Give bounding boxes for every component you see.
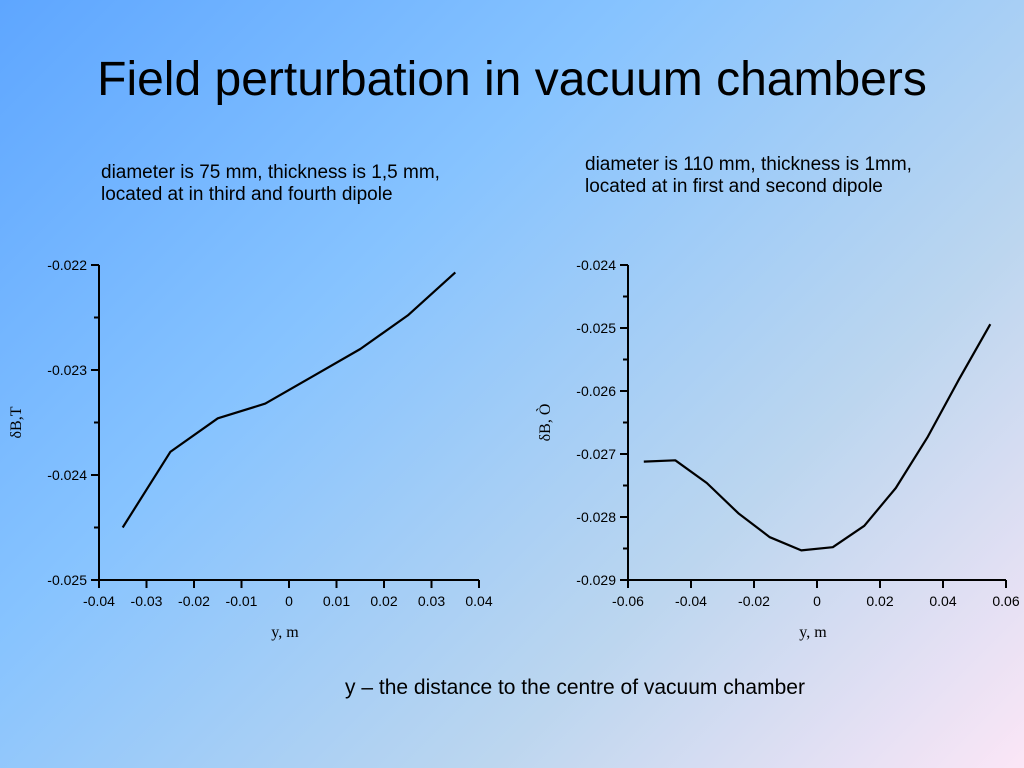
y-tick-label: -0.022 <box>47 257 87 273</box>
y-tick-label: -0.025 <box>576 320 616 336</box>
x-tick-label: 0.03 <box>418 593 445 609</box>
caption-right-line2: located at in first and second dipole <box>585 176 883 197</box>
caption-left-line1: diameter is 75 mm, thickness is 1,5 mm, <box>101 162 440 183</box>
slide-title: Field perturbation in vacuum chambers <box>97 53 927 106</box>
x-tick-label: -0.04 <box>675 593 707 609</box>
caption-left-line2: located at in third and fourth dipole <box>101 184 393 205</box>
y-tick-label: -0.025 <box>47 572 87 588</box>
y-tick-label: -0.027 <box>576 446 616 462</box>
x-axis-label: y, m <box>271 624 299 641</box>
series-line <box>121 271 457 529</box>
x-tick-label: 0.04 <box>465 593 492 609</box>
y-tick-label: -0.023 <box>47 362 87 378</box>
x-tick-label: -0.02 <box>178 593 210 609</box>
x-tick-label: 0.02 <box>866 593 893 609</box>
footer-note: y – the distance to the centre of vacuum… <box>345 676 805 699</box>
x-tick-label: 0.01 <box>323 593 350 609</box>
y-tick-label: -0.029 <box>576 572 616 588</box>
y-tick-label: -0.028 <box>576 509 616 525</box>
y-tick-label: -0.026 <box>576 383 616 399</box>
x-tick-label: 0.04 <box>929 593 956 609</box>
x-tick-label: -0.02 <box>738 593 770 609</box>
chart-caption-left: diameter is 75 mm, thickness is 1,5 mm, … <box>101 162 440 206</box>
x-tick-label: -0.03 <box>131 593 163 609</box>
y-tick-label: -0.024 <box>576 257 616 273</box>
x-tick-label: 0 <box>813 593 821 609</box>
y-axis-label: δB,T <box>8 406 25 438</box>
x-axis-label: y, m <box>799 624 827 641</box>
x-tick-label: -0.01 <box>226 593 258 609</box>
x-tick-label: 0.06 <box>992 593 1019 609</box>
chart-caption-right: diameter is 110 mm, thickness is 1mm, lo… <box>585 154 912 198</box>
x-tick-label: 0.02 <box>370 593 397 609</box>
caption-right-line1: diameter is 110 mm, thickness is 1mm, <box>585 154 912 175</box>
series-line <box>643 323 992 552</box>
y-axis-label: δB, Ò <box>535 404 554 442</box>
y-tick-label: -0.024 <box>47 467 87 483</box>
x-tick-label: 0 <box>285 593 293 609</box>
x-tick-label: -0.04 <box>83 593 115 609</box>
x-tick-label: -0.06 <box>612 593 644 609</box>
